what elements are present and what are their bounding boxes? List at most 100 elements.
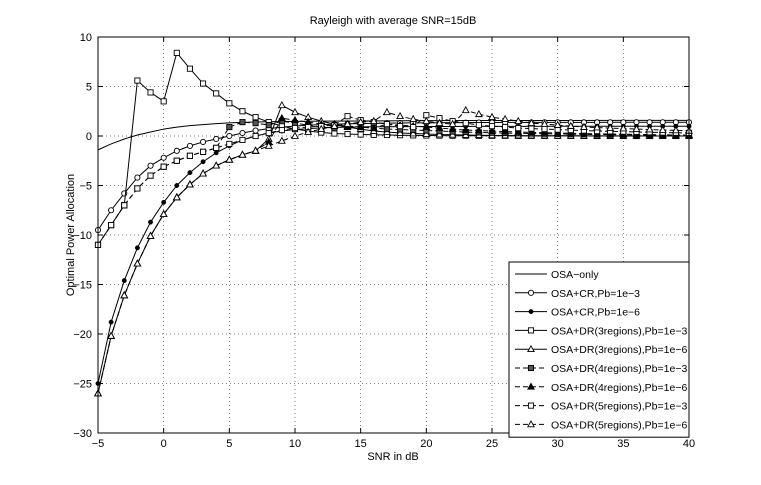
data-point — [291, 125, 299, 132]
data-point — [540, 119, 549, 127]
data-point — [200, 138, 207, 145]
legend-marker — [527, 382, 535, 390]
data-point — [383, 121, 390, 128]
data-point — [200, 80, 207, 87]
data-point — [356, 122, 365, 130]
data-point — [435, 118, 444, 126]
data-point — [515, 125, 522, 132]
legend-entry: OSA−only — [515, 269, 599, 281]
data-point — [226, 140, 233, 147]
data-point — [658, 125, 667, 133]
data-point — [357, 131, 364, 138]
x-tick-label: 35 — [617, 438, 629, 450]
series-9 — [94, 105, 693, 397]
data-point — [409, 114, 418, 123]
data-point — [422, 116, 431, 125]
data-point — [343, 119, 352, 127]
x-tick-label: 30 — [552, 438, 564, 450]
data-point — [226, 124, 233, 131]
data-point — [501, 114, 510, 123]
legend-entry: OSA+DR(4regions),Pb=1e−3 — [515, 363, 687, 375]
data-point — [566, 121, 575, 129]
data-point — [344, 130, 351, 138]
legend-label: OSA+DR(3regions),Pb=1e−6 — [551, 344, 687, 356]
data-point — [159, 209, 168, 218]
data-point — [474, 126, 483, 134]
data-point — [173, 49, 180, 56]
data-point — [251, 146, 260, 154]
y-tick-label: 5 — [86, 82, 92, 94]
data-point — [239, 129, 246, 137]
data-point — [226, 100, 233, 107]
legend-marker — [527, 364, 535, 372]
data-point — [121, 202, 128, 209]
data-point — [330, 121, 339, 129]
data-point — [291, 107, 299, 116]
legend-entry: OSA+DR(3regions),Pb=1e−3 — [515, 325, 687, 337]
data-point — [528, 125, 535, 132]
x-tick-label: 25 — [486, 438, 498, 450]
data-point — [435, 123, 444, 131]
data-point — [147, 162, 154, 169]
y-tick-label: −20 — [73, 329, 92, 341]
data-point — [252, 132, 259, 140]
series-line — [97, 125, 689, 384]
data-point — [108, 222, 115, 229]
data-point — [291, 115, 299, 124]
legend-label: OSA+CR,Pb=1e−6 — [551, 307, 640, 319]
legend-entry: OSA+CR,Pb=1e−3 — [515, 288, 640, 300]
legend-label: OSA+DR(3regions),Pb=1e−3 — [551, 325, 687, 337]
data-point — [356, 117, 365, 125]
data-point — [265, 122, 272, 129]
data-point — [317, 124, 326, 132]
data-point — [369, 123, 378, 131]
data-point — [213, 150, 219, 156]
data-point — [213, 135, 220, 143]
y-axis-title: Optimal Power Allocation — [65, 174, 77, 296]
y-tick-label: −25 — [73, 379, 92, 391]
data-point — [146, 231, 155, 239]
legend-label: OSA+DR(4regions),Pb=1e−3 — [551, 363, 687, 375]
data-point — [277, 113, 286, 122]
data-point — [213, 90, 220, 97]
data-point — [410, 124, 417, 131]
data-point — [304, 127, 313, 135]
data-point — [148, 219, 153, 225]
data-point — [172, 193, 181, 201]
data-point — [238, 150, 247, 158]
x-tick-label: 20 — [420, 438, 432, 450]
series-line — [97, 114, 690, 246]
data-point — [382, 107, 391, 116]
data-point — [199, 169, 208, 177]
data-point — [264, 141, 273, 149]
data-point — [671, 126, 680, 134]
data-point — [461, 105, 470, 114]
legend-label: OSA+DR(4regions),Pb=1e−6 — [551, 382, 687, 394]
x-tick-label: 15 — [355, 438, 367, 450]
legend-entry: OSA+DR(4regions),Pb=1e−6 — [515, 382, 687, 394]
data-point — [397, 123, 404, 130]
x-axis-title: SNR in dB — [367, 451, 418, 463]
data-point — [448, 119, 457, 127]
data-point — [461, 125, 470, 133]
data-point — [200, 159, 206, 165]
data-point — [108, 207, 115, 214]
legend-marker — [527, 327, 535, 334]
series-line — [97, 109, 690, 394]
chart-title: Rayleigh with average SNR=15dB — [310, 15, 477, 27]
data-point — [475, 122, 482, 129]
x-tick-label: 40 — [683, 438, 695, 450]
data-point — [187, 170, 193, 176]
legend-marker — [527, 402, 535, 409]
data-point — [185, 180, 194, 188]
data-point — [160, 154, 167, 161]
legend-label: OSA+DR(5regions),Pb=1e−3 — [551, 401, 687, 413]
legend-entry: OSA+DR(5regions),Pb=1e−6 — [515, 419, 687, 431]
data-point — [331, 130, 338, 137]
legend-entry: OSA+CR,Pb=1e−6 — [515, 307, 640, 319]
data-point — [645, 125, 654, 133]
legend-marker — [527, 420, 535, 428]
data-point — [488, 123, 496, 130]
data-point — [502, 124, 509, 131]
data-point — [527, 118, 536, 126]
